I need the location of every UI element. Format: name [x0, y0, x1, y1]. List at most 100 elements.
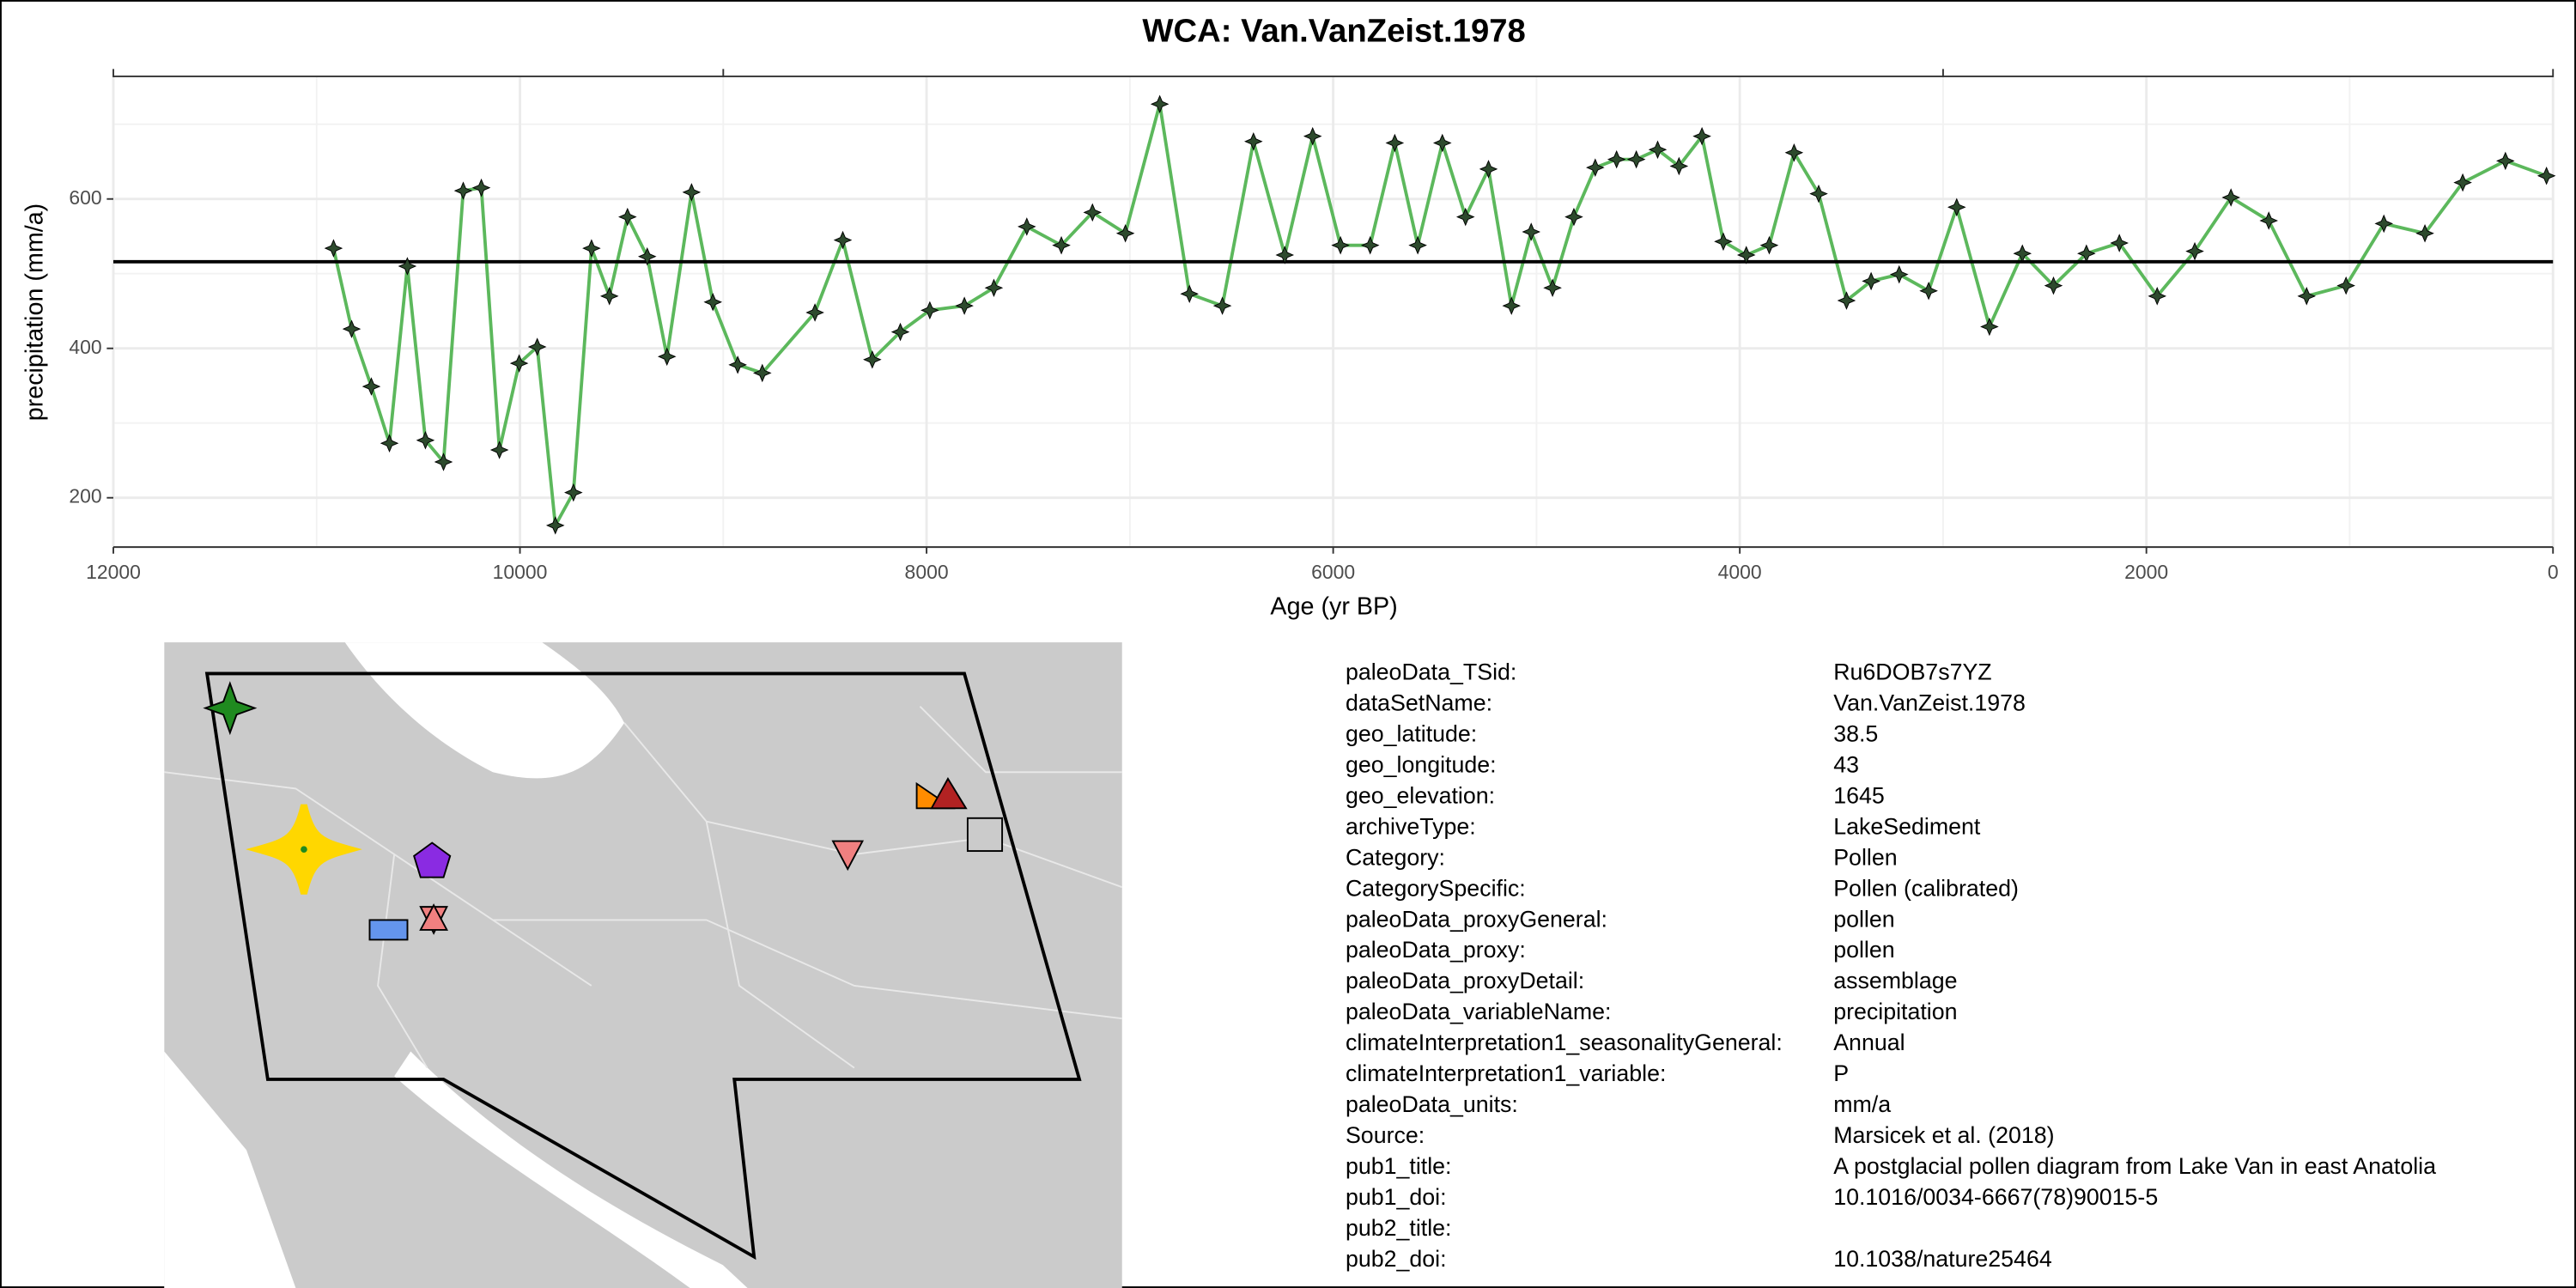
- data-point: [984, 278, 1004, 298]
- data-point: [582, 239, 601, 258]
- data-point: [863, 349, 882, 369]
- data-point: [1862, 271, 1880, 291]
- data-point: [2185, 241, 2204, 261]
- chart-title: WCA: Van.VanZeist.1978: [1142, 12, 1525, 49]
- data-point: [2148, 287, 2167, 306]
- data-point: [637, 246, 657, 266]
- data-point: [1784, 143, 1804, 162]
- data-point: [1607, 149, 1626, 169]
- sea: [344, 642, 625, 779]
- y-tick-label: 400: [69, 336, 101, 358]
- meta-key: pub1_doi:: [1346, 1184, 1447, 1210]
- meta-value: Ru6DOB7s7YZ: [1833, 659, 1991, 685]
- data-point: [453, 181, 473, 200]
- meta-value: LakeSediment: [1833, 813, 1981, 839]
- data-point: [1522, 222, 1541, 241]
- data-point: [1564, 207, 1583, 227]
- site-marker: [301, 846, 307, 853]
- meta-value: 1645: [1833, 782, 1885, 808]
- meta-key: paleoData_proxyDetail:: [1346, 968, 1584, 993]
- data-point: [416, 430, 435, 450]
- meta-key: Category:: [1346, 844, 1445, 870]
- data-point: [2415, 223, 2434, 243]
- meta-key: geo_latitude:: [1346, 720, 1477, 746]
- data-point: [1180, 284, 1200, 303]
- x-tick-label: 8000: [905, 561, 949, 583]
- gulf: [394, 1051, 748, 1288]
- meta-value: Pollen (calibrated): [1833, 875, 2019, 901]
- data-point: [1692, 126, 1711, 146]
- data-point: [1455, 207, 1475, 227]
- data-point: [1714, 232, 1733, 252]
- data-point: [1150, 94, 1170, 114]
- data-point: [1919, 281, 1938, 301]
- data-point: [1275, 246, 1295, 264]
- data-point: [1586, 158, 1605, 177]
- meta-key: paleoData_TSid:: [1346, 659, 1516, 685]
- data-point: [1837, 291, 1856, 310]
- data-point: [752, 363, 772, 383]
- x-tick-label: 10000: [493, 561, 548, 583]
- meta-value: precipitation: [1833, 999, 1957, 1024]
- meta-key: pub2_title:: [1346, 1215, 1452, 1241]
- meta-key: paleoData_proxyGeneral:: [1346, 906, 1607, 932]
- data-point: [2013, 244, 2032, 264]
- data-point: [1018, 217, 1036, 236]
- data-point: [2453, 173, 2472, 192]
- meta-key: geo_longitude:: [1346, 751, 1497, 777]
- meta-key: dataSetName:: [1346, 690, 1492, 715]
- site-marker: [966, 817, 1004, 853]
- map: [164, 642, 1123, 1288]
- meta-key: Source:: [1346, 1122, 1425, 1148]
- meta-key: archiveType:: [1346, 813, 1476, 839]
- site-marker: [368, 919, 409, 941]
- map-land: [164, 642, 1122, 1288]
- data-point: [1212, 296, 1232, 315]
- data-point: [1360, 235, 1380, 255]
- data-point: [471, 178, 491, 197]
- data-point: [1759, 235, 1779, 255]
- data-point: [509, 354, 529, 373]
- plot-area: 12000 10000 8000 6000 4000 2000 0 200 400 600: [69, 69, 2559, 583]
- meta-key: climateInterpretation1_seasonalityGenera…: [1346, 1030, 1783, 1055]
- data-point: [324, 239, 343, 258]
- data-point: [2537, 166, 2556, 185]
- meta-value: Annual: [1833, 1030, 1905, 1055]
- data-point: [1502, 296, 1522, 315]
- data-point: [1432, 133, 1452, 153]
- data-point: [398, 257, 417, 276]
- data-point: [342, 319, 361, 338]
- meta-value: Van.VanZeist.1978: [1833, 690, 2026, 715]
- y-axis-label: precipitation (mm/a): [21, 204, 49, 421]
- data-point: [1385, 133, 1405, 153]
- data-point: [833, 230, 853, 250]
- data-point: [545, 516, 565, 535]
- x-axis-label: Age (yr BP): [1270, 592, 1397, 620]
- data-point: [2496, 151, 2515, 171]
- data-point: [434, 453, 453, 471]
- data-point: [920, 301, 939, 320]
- data-point: [1331, 235, 1350, 255]
- metadata-table: paleoData_TSid: Ru6DOB7s7YZ dataSetName: Va…: [1346, 659, 2436, 1272]
- site-marker: [419, 903, 449, 931]
- site-marker: [930, 776, 968, 810]
- data-point: [1980, 317, 1999, 337]
- y-tick-label: 200: [69, 485, 101, 507]
- sea: [164, 1051, 296, 1288]
- site-marker: [203, 681, 258, 736]
- data-point: [361, 377, 381, 396]
- data-point: [2259, 211, 2278, 230]
- x-tick-label: 6000: [1311, 561, 1355, 583]
- meta-key: climateInterpretation1_variable:: [1346, 1060, 1666, 1086]
- data-point: [2297, 287, 2317, 306]
- meta-value: 10.1038/nature25464: [1833, 1246, 2052, 1272]
- data-point: [703, 292, 723, 312]
- data-point: [728, 355, 747, 374]
- data-point: [2044, 276, 2063, 295]
- meta-value: 10.1016/0034-6667(78)90015-5: [1833, 1184, 2158, 1210]
- x-tick-label: 2000: [2124, 561, 2168, 583]
- data-point: [1648, 140, 1668, 160]
- x-tick-label: 4000: [1718, 561, 1762, 583]
